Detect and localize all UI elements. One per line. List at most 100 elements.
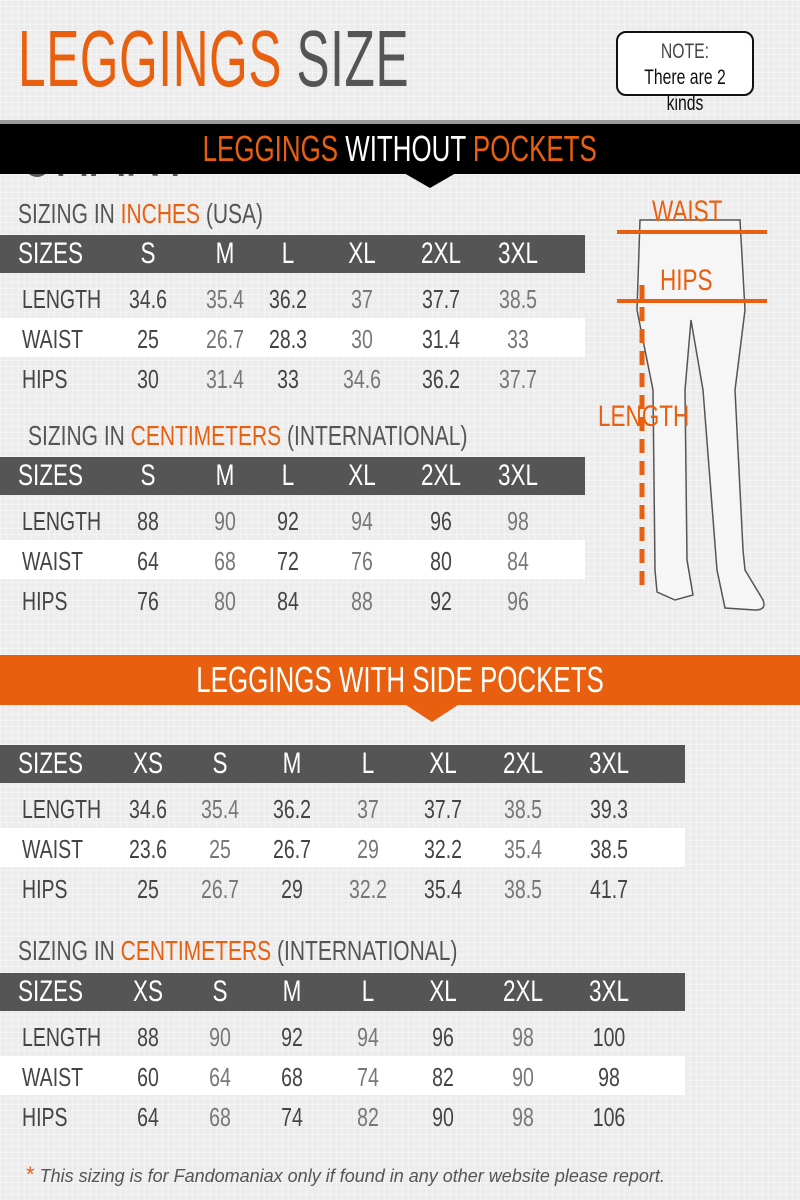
table-cell: 98 [512,1102,534,1132]
table-header-row [0,745,685,783]
size-column-header: XL [348,459,376,492]
table-cell: 80 [214,586,236,616]
size-column-header: 3XL [588,975,630,1008]
table-cell: 82 [357,1102,379,1132]
table-cell: 88 [351,586,373,616]
heading-part: CENTIMETERS [120,935,272,966]
table-cell: 30 [137,364,159,394]
row-label: WAIST [22,1062,84,1092]
footer-text: This sizing is for Fandomaniax only if f… [39,1166,665,1186]
table-cell: 23.6 [129,834,167,864]
size-column-header: 2XL [502,747,544,780]
row-label: WAIST [22,834,84,864]
table-header-row [0,973,685,1011]
heading-part: CENTIMETERS [130,420,282,451]
table-cell: 68 [214,546,236,576]
size-column-header: S [212,975,228,1008]
table-row-highlight [0,1056,685,1095]
sizes-header: SIZES [18,747,84,780]
table-cell: 92 [281,1022,303,1052]
table-cell: 37 [357,794,379,824]
table-cell: 90 [512,1062,534,1092]
table-cell: 100 [592,1022,626,1052]
table-cell: 32.2 [349,874,387,904]
row-label: LENGTH [22,284,102,314]
size-column-header: XL [429,747,457,780]
table-cell: 25 [137,874,159,904]
heading-part: SIZING IN [18,935,121,966]
table-cell: 92 [277,506,299,536]
size-column-header: 3XL [588,747,630,780]
table-cell: 64 [137,546,159,576]
banner-pointer [406,705,458,722]
heading-part: (USA) [200,198,264,229]
table-cell: 29 [357,834,379,864]
table-cell: 82 [432,1062,454,1092]
table-cell: 39.3 [590,794,628,824]
table-cell: 38.5 [590,834,628,864]
table-cell: 36.2 [422,364,460,394]
heading-part: SIZING IN [28,420,131,451]
size-column-header: L [361,747,375,780]
heading-part: SIZING IN [18,198,121,229]
table-cell: 98 [598,1062,620,1092]
table-heading: SIZING IN CENTIMETERS (INTERNATIONAL) [28,420,467,452]
table-cell: 64 [137,1102,159,1132]
row-label: HIPS [22,1102,68,1132]
table-cell: 90 [214,506,236,536]
table-row-highlight [0,540,585,579]
size-column-header: L [281,237,295,270]
section-banner-with-pockets: LEGGINGS WITH SIDE POCKETS [0,655,800,705]
note-text: There are 2 kinds [644,66,726,115]
size-column-header: M [215,459,235,492]
banner-word: WITHOUT [345,128,466,169]
table-cell: 96 [432,1022,454,1052]
table-cell: 37.7 [499,364,537,394]
table-cell: 26.7 [206,324,244,354]
table-cell: 38.5 [499,284,537,314]
table-cell: 36.2 [269,284,307,314]
table-cell: 64 [209,1062,231,1092]
table-cell: 74 [357,1062,379,1092]
table-cell: 38.5 [504,874,542,904]
table-cell: 31.4 [206,364,244,394]
table-cell: 38.5 [504,794,542,824]
table-cell: 33 [277,364,299,394]
table-heading: SIZING IN CENTIMETERS (INTERNATIONAL) [18,935,457,967]
table-row-highlight [0,318,585,357]
table-cell: 74 [281,1102,303,1132]
table-cell: 98 [507,506,529,536]
sizes-header: SIZES [18,975,84,1008]
title-leggings: LEGGINGS [18,14,283,103]
heading-part: (INTERNATIONAL) [281,420,468,451]
row-label: LENGTH [22,794,102,824]
table-cell: 60 [137,1062,159,1092]
banner-word: LEGGINGS [202,128,339,169]
table-cell: 88 [137,506,159,536]
table-cell: 30 [351,324,373,354]
table-cell: 34.6 [129,284,167,314]
size-column-header: 2XL [502,975,544,1008]
table-cell: 68 [209,1102,231,1132]
size-column-header: XL [429,975,457,1008]
table-cell: 68 [281,1062,303,1092]
table-cell: 92 [430,586,452,616]
row-label: WAIST [22,546,84,576]
table-cell: 35.4 [424,874,462,904]
note-label: NOTE: [660,40,710,63]
table-row-highlight [0,828,685,867]
table-cell: 72 [277,546,299,576]
table-cell: 36.2 [273,794,311,824]
waist-label: WAIST [652,195,723,228]
size-column-header: 3XL [497,459,539,492]
table-cell: 96 [430,506,452,536]
note-box: NOTE: There are 2 kinds [616,31,754,115]
row-label: LENGTH [22,1022,102,1052]
table-cell: 37 [351,284,373,314]
table-cell: 35.4 [504,834,542,864]
row-label: HIPS [22,586,68,616]
table-cell: 41.7 [590,874,628,904]
length-label: LENGTH [598,400,690,433]
table-header-row [0,457,585,495]
table-cell: 94 [351,506,373,536]
